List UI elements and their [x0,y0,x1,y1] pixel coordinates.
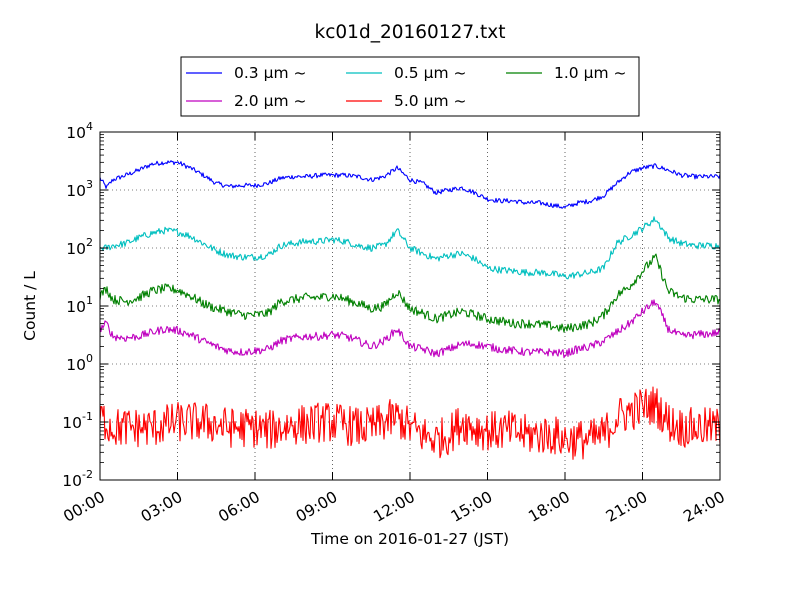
y-tick-base: 10 [66,356,86,374]
x-axis-title: Time on 2016-01-27 (JST) [310,530,509,548]
series-line [99,160,721,209]
series-line [99,386,721,460]
y-tick-base: 10 [62,414,82,432]
series-line [99,216,721,280]
axis-ticks [99,131,721,481]
y-tick-base: 10 [66,182,86,200]
y-tick-base: 10 [62,472,82,490]
y-tick-base: 10 [66,298,86,316]
legend-box [180,56,640,117]
y-tick-label: 104 [66,120,93,142]
legend-label: 0.3 μm ~ [234,64,306,82]
chart-title: kc01d_20160127.txt [315,22,506,43]
series-line [99,253,721,333]
y-tick-exponent: 2 [86,236,93,249]
legend-label: 1.0 μm ~ [554,64,626,82]
y-tick-label: 103 [66,178,93,200]
y-axis-title: Count / L [21,271,39,341]
series-line [99,299,721,359]
y-tick-exponent: -1 [82,410,93,423]
y-tick-base: 10 [66,124,86,142]
legend-label: 2.0 μm ~ [234,92,306,110]
y-tick-exponent: -2 [82,468,93,481]
y-tick-exponent: 4 [86,120,93,133]
legend-label: 0.5 μm ~ [394,64,466,82]
series-lines [99,160,721,460]
y-tick-exponent: 3 [86,178,93,191]
y-tick-label: 102 [66,236,93,258]
y-tick-base: 10 [66,240,86,258]
y-tick-exponent: 0 [86,352,93,365]
y-tick-label: 10-2 [62,468,93,490]
legend: 0.3 μm ~ 0.5 μm ~ 1.0 μm ~ 2.0 μm ~ 5.0 μm ~ [180,56,640,117]
y-tick-exponent: 1 [86,294,93,307]
y-tick-label: 10-1 [62,410,93,432]
y-tick-label: 100 [66,352,93,374]
y-tick-label: 101 [66,294,93,316]
legend-label: 5.0 μm ~ [394,92,466,110]
